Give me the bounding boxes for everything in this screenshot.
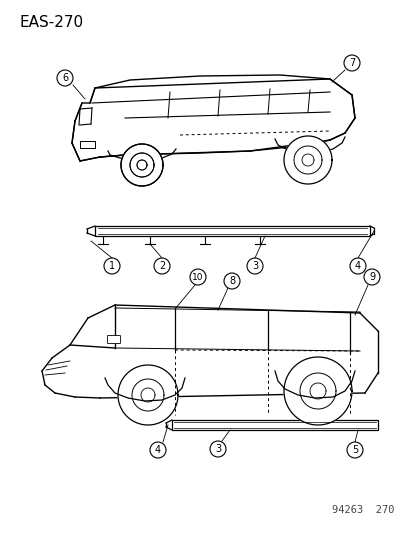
Text: 8: 8: [228, 276, 235, 286]
Circle shape: [121, 144, 163, 186]
FancyBboxPatch shape: [107, 335, 120, 343]
Text: 2: 2: [159, 261, 165, 271]
Circle shape: [247, 258, 262, 274]
Circle shape: [118, 365, 178, 425]
Text: 5: 5: [351, 445, 357, 455]
Circle shape: [283, 136, 331, 184]
Text: 1: 1: [109, 261, 115, 271]
Text: 4: 4: [354, 261, 360, 271]
Text: 6: 6: [62, 73, 68, 83]
Text: 7: 7: [348, 58, 354, 68]
Polygon shape: [72, 75, 354, 161]
Circle shape: [104, 258, 120, 274]
Text: 9: 9: [368, 272, 374, 282]
Circle shape: [190, 269, 206, 285]
Text: 3: 3: [252, 261, 257, 271]
Text: 4: 4: [154, 445, 161, 455]
Circle shape: [349, 258, 365, 274]
Text: 10: 10: [192, 272, 203, 281]
Circle shape: [283, 357, 351, 425]
Text: 94263  270: 94263 270: [332, 505, 394, 515]
Circle shape: [150, 442, 166, 458]
Text: EAS-270: EAS-270: [20, 15, 84, 30]
Circle shape: [343, 55, 359, 71]
Polygon shape: [171, 420, 377, 430]
Circle shape: [57, 70, 73, 86]
Circle shape: [363, 269, 379, 285]
Circle shape: [154, 258, 170, 274]
Circle shape: [223, 273, 240, 289]
Polygon shape: [95, 226, 369, 236]
Circle shape: [209, 441, 225, 457]
Text: 3: 3: [214, 444, 221, 454]
Circle shape: [346, 442, 362, 458]
